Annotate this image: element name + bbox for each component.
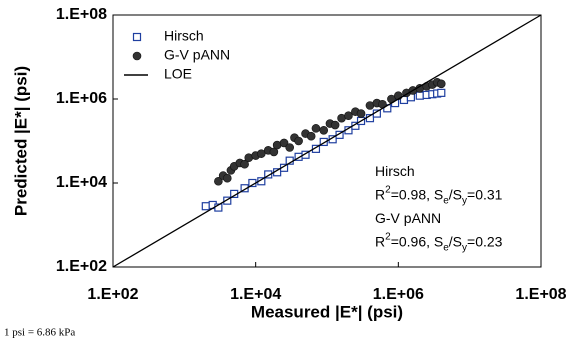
- y-tick-label: 1.E+06: [56, 90, 107, 107]
- annotation-part: R: [375, 186, 385, 202]
- plot-frame: [112, 14, 542, 268]
- annotation-part: e: [443, 243, 449, 254]
- loe-line: [112, 14, 542, 268]
- point: [330, 120, 340, 130]
- point: [436, 79, 446, 89]
- annotation-part: /S: [449, 186, 462, 202]
- point: [214, 176, 223, 186]
- annotation-part: 2: [385, 185, 391, 196]
- annotation-part: =0.31: [467, 186, 503, 202]
- point: [285, 143, 295, 152]
- point: [201, 202, 210, 211]
- x-tick-label: 1.E+08: [515, 286, 566, 303]
- annotation-part: y: [462, 196, 467, 207]
- point: [319, 125, 329, 135]
- point: [415, 91, 424, 100]
- x-tick-label: 1.E+06: [373, 286, 424, 303]
- x-tick-label: 1.E+02: [87, 286, 138, 303]
- annotation: R2=0.98, Se/Sy=0.31: [375, 185, 503, 207]
- point: [279, 138, 289, 148]
- y-tick-label: 1.E+08: [56, 6, 107, 23]
- legend-symbol: [132, 51, 142, 61]
- annotation-part: =0.96, S: [391, 233, 444, 249]
- annotation: R2=0.96, Se/Sy=0.23: [375, 232, 503, 254]
- point: [306, 131, 316, 141]
- annotation: Hirsch: [375, 163, 415, 179]
- point: [223, 196, 232, 205]
- annotation-part: Hirsch: [375, 163, 415, 179]
- point: [264, 170, 273, 179]
- y-axis-title: Predicted |E*| (psi): [11, 66, 30, 216]
- annotation-part: /S: [449, 233, 462, 249]
- annotation-part: =0.23: [467, 233, 503, 249]
- point: [257, 149, 266, 158]
- point: [222, 173, 232, 183]
- y-tick-label: 1.E+02: [56, 258, 107, 275]
- point: [335, 130, 344, 139]
- point: [240, 159, 249, 169]
- legend-label: LOE: [164, 66, 192, 82]
- point: [294, 136, 303, 146]
- legend-label: Hirsch: [164, 28, 204, 44]
- annotation-part: R: [375, 233, 385, 249]
- point: [319, 137, 328, 147]
- point: [344, 111, 353, 121]
- point: [311, 124, 321, 133]
- annotation-part: 2: [385, 232, 391, 243]
- annotation-part: G-V pANN: [375, 210, 441, 226]
- annotation-part: e: [443, 196, 449, 207]
- point: [269, 147, 279, 157]
- x-axis-title: Measured |E*| (psi): [251, 302, 403, 321]
- point: [240, 184, 249, 193]
- annotation: G-V pANN: [375, 210, 441, 226]
- point: [356, 109, 366, 118]
- footnote: 1 psi = 6.86 kPa: [4, 327, 75, 339]
- annotation-part: y: [462, 243, 467, 254]
- point: [437, 88, 446, 97]
- point: [301, 150, 310, 159]
- annotation-part: =0.98, S: [391, 186, 444, 202]
- y-tick-label: 1.E+04: [56, 174, 107, 191]
- legend-label: G-V pANN: [164, 47, 230, 63]
- legend-symbol: [132, 32, 142, 42]
- x-tick-label: 1.E+04: [230, 286, 281, 303]
